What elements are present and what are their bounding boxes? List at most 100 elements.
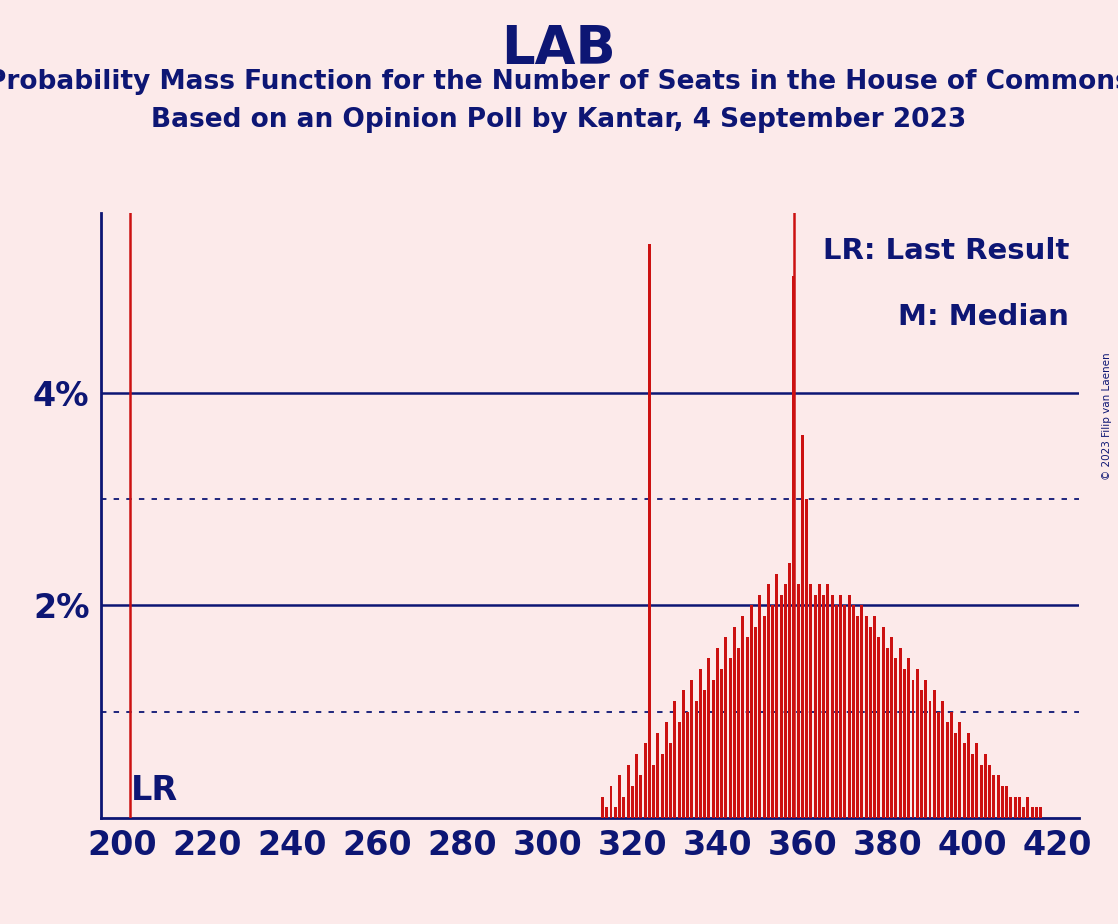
Bar <box>967 733 969 818</box>
Bar <box>907 659 910 818</box>
Text: LAB: LAB <box>502 23 616 75</box>
Bar <box>614 808 617 818</box>
Bar <box>793 276 795 818</box>
Bar <box>988 765 991 818</box>
Bar <box>767 584 770 818</box>
Bar <box>929 701 931 818</box>
Bar <box>601 796 604 818</box>
Bar <box>972 754 974 818</box>
Bar <box>708 659 710 818</box>
Bar <box>996 775 999 818</box>
Bar <box>882 626 884 818</box>
Bar <box>750 605 752 818</box>
Bar <box>847 595 851 818</box>
Bar <box>826 584 830 818</box>
Bar <box>665 723 667 818</box>
Bar <box>729 659 731 818</box>
Text: LR: LR <box>131 774 178 808</box>
Bar <box>903 669 906 818</box>
Bar <box>635 754 638 818</box>
Bar <box>652 765 655 818</box>
Bar <box>720 669 723 818</box>
Bar <box>673 701 676 818</box>
Bar <box>762 616 766 818</box>
Bar <box>686 711 689 818</box>
Bar <box>894 659 898 818</box>
Bar <box>776 574 778 818</box>
Bar <box>678 723 681 818</box>
Bar <box>1039 808 1042 818</box>
Bar <box>818 584 821 818</box>
Bar <box>669 744 672 818</box>
Bar <box>873 616 877 818</box>
Bar <box>831 595 834 818</box>
Bar <box>946 723 948 818</box>
Bar <box>647 244 651 818</box>
Bar <box>852 605 855 818</box>
Bar <box>1001 786 1004 818</box>
Text: LR: Last Result: LR: Last Result <box>823 237 1069 265</box>
Bar <box>1026 796 1030 818</box>
Bar <box>694 701 698 818</box>
Bar <box>1014 796 1016 818</box>
Bar <box>623 796 625 818</box>
Bar <box>916 669 919 818</box>
Bar <box>1035 808 1038 818</box>
Bar <box>1031 808 1033 818</box>
Bar <box>920 690 923 818</box>
Bar <box>618 775 620 818</box>
Bar <box>631 786 634 818</box>
Bar <box>899 648 902 818</box>
Bar <box>771 605 774 818</box>
Bar <box>682 690 685 818</box>
Bar <box>1005 786 1008 818</box>
Bar <box>925 680 927 818</box>
Bar <box>958 723 961 818</box>
Bar <box>609 786 613 818</box>
Bar <box>993 775 995 818</box>
Bar <box>737 648 740 818</box>
Bar <box>835 605 837 818</box>
Bar <box>840 595 842 818</box>
Bar <box>856 616 860 818</box>
Text: M: Median: M: Median <box>898 303 1069 332</box>
Bar <box>644 744 646 818</box>
Bar <box>954 733 957 818</box>
Bar <box>703 690 707 818</box>
Bar <box>878 638 881 818</box>
Bar <box>984 754 987 818</box>
Bar <box>979 765 983 818</box>
Bar <box>746 638 749 818</box>
Bar <box>861 605 863 818</box>
Bar <box>963 744 966 818</box>
Bar <box>800 435 804 818</box>
Bar <box>605 808 608 818</box>
Bar <box>911 680 915 818</box>
Bar <box>805 499 808 818</box>
Text: Probability Mass Function for the Number of Seats in the House of Commons: Probability Mass Function for the Number… <box>0 69 1118 95</box>
Bar <box>626 765 629 818</box>
Text: Based on an Opinion Poll by Kantar, 4 September 2023: Based on an Opinion Poll by Kantar, 4 Se… <box>151 107 967 133</box>
Text: © 2023 Filip van Laenen: © 2023 Filip van Laenen <box>1102 352 1112 480</box>
Bar <box>788 563 792 818</box>
Bar <box>932 690 936 818</box>
Bar <box>843 605 846 818</box>
Bar <box>779 595 783 818</box>
Bar <box>809 584 813 818</box>
Bar <box>1022 808 1025 818</box>
Bar <box>814 595 816 818</box>
Bar <box>690 680 693 818</box>
Bar <box>1017 796 1021 818</box>
Bar <box>869 626 872 818</box>
Bar <box>724 638 728 818</box>
Bar <box>639 775 642 818</box>
Bar <box>711 680 714 818</box>
Bar <box>890 638 893 818</box>
Bar <box>755 626 757 818</box>
Bar <box>758 595 761 818</box>
Bar <box>1010 796 1012 818</box>
Bar <box>699 669 702 818</box>
Bar <box>716 648 719 818</box>
Bar <box>661 754 664 818</box>
Bar <box>822 595 825 818</box>
